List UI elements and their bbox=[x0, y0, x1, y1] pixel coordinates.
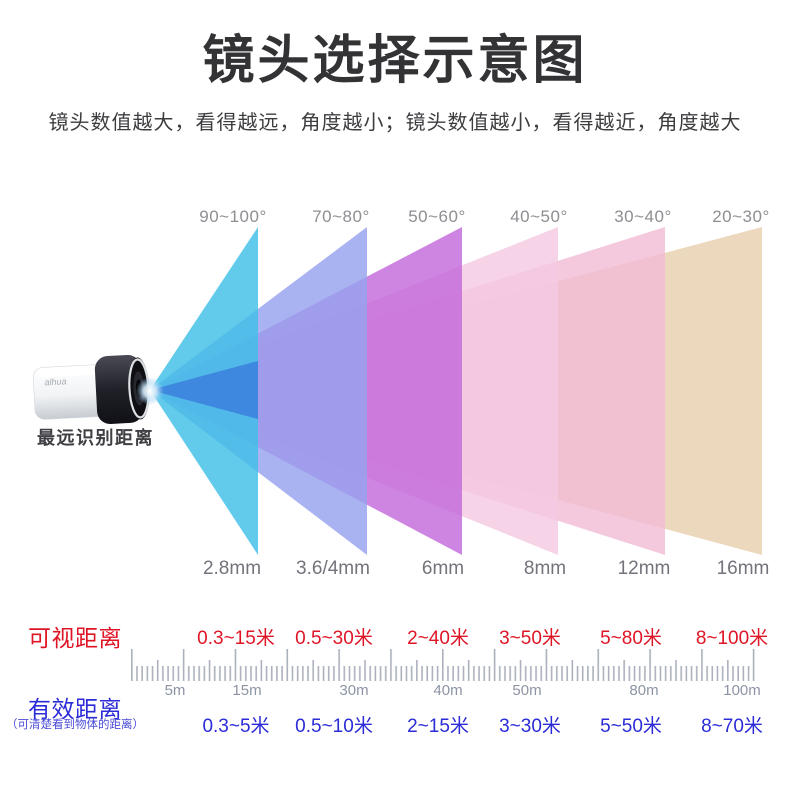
lens-glow-icon bbox=[136, 377, 164, 405]
visible-distance-value: 3~50米 bbox=[499, 628, 561, 649]
ruler-label-40m: 40m bbox=[433, 682, 463, 699]
fov-cone-3.6mm bbox=[150, 227, 367, 555]
effective-distance-value: 8~70米 bbox=[701, 716, 763, 737]
visible-distance-value: 5~80米 bbox=[600, 628, 662, 649]
ruler-label-15m: 15m bbox=[232, 682, 262, 699]
visible-distance-label: 可视距离 bbox=[28, 625, 122, 651]
angle-label-3.6mm: 70~80° bbox=[312, 207, 370, 226]
angle-label-16mm: 20~30° bbox=[712, 207, 770, 226]
visible-distance-value: 8~100米 bbox=[695, 628, 769, 649]
camera-caption: 最远识别距离 bbox=[37, 428, 154, 448]
effective-distance-value: 0.5~10米 bbox=[295, 716, 373, 737]
focal-label-2.8mm: 2.8mm bbox=[202, 558, 262, 579]
focal-label-8mm: 8mm bbox=[523, 558, 567, 579]
ruler-label-30m: 30m bbox=[339, 682, 369, 699]
visible-distance-value: 0.3~15米 bbox=[197, 628, 275, 649]
effective-distance-label: 有效距离 bbox=[28, 696, 122, 722]
distance-ruler bbox=[131, 649, 755, 682]
focal-label-16mm: 16mm bbox=[716, 558, 770, 579]
core-beam bbox=[150, 361, 258, 419]
fov-cone-2.8mm bbox=[150, 227, 258, 555]
visible-distance-value: 2~40米 bbox=[407, 628, 469, 649]
ruler-label-100m: 100m bbox=[723, 682, 761, 699]
page-title: 镜头选择示意图 bbox=[202, 32, 588, 90]
angle-label-12mm: 30~40° bbox=[614, 207, 672, 226]
focal-label-12mm: 12mm bbox=[617, 558, 671, 579]
page-subtitle: 镜头数值越大，看得越远，角度越小；镜头数值越小，看得越近，角度越大 bbox=[48, 112, 742, 134]
angle-label-6mm: 50~60° bbox=[408, 207, 466, 226]
angle-label-2.8mm: 90~100° bbox=[199, 207, 267, 226]
camera-brand-logo: alhua bbox=[44, 376, 67, 387]
ruler-label-50m: 50m bbox=[512, 682, 542, 699]
visible-distance-value: 0.5~30米 bbox=[295, 628, 373, 649]
effective-distance-value: 2~15米 bbox=[407, 716, 469, 737]
effective-distance-value: 5~50米 bbox=[600, 716, 662, 737]
ruler-label-5m: 5m bbox=[164, 682, 186, 699]
effective-distance-value: 3~30米 bbox=[499, 716, 561, 737]
angle-label-8mm: 40~50° bbox=[510, 207, 568, 226]
effective-distance-value: 0.3~5米 bbox=[202, 716, 270, 737]
focal-label-3.6mm: 3.6/4mm bbox=[296, 558, 370, 579]
camera-illustration: alhua bbox=[32, 354, 150, 424]
ruler-label-80m: 80m bbox=[629, 682, 659, 699]
effective-distance-note: （可清楚看到物体的距离） bbox=[6, 719, 144, 731]
fov-diagram-graphic: alhua bbox=[32, 227, 762, 555]
focal-label-6mm: 6mm bbox=[421, 558, 465, 579]
